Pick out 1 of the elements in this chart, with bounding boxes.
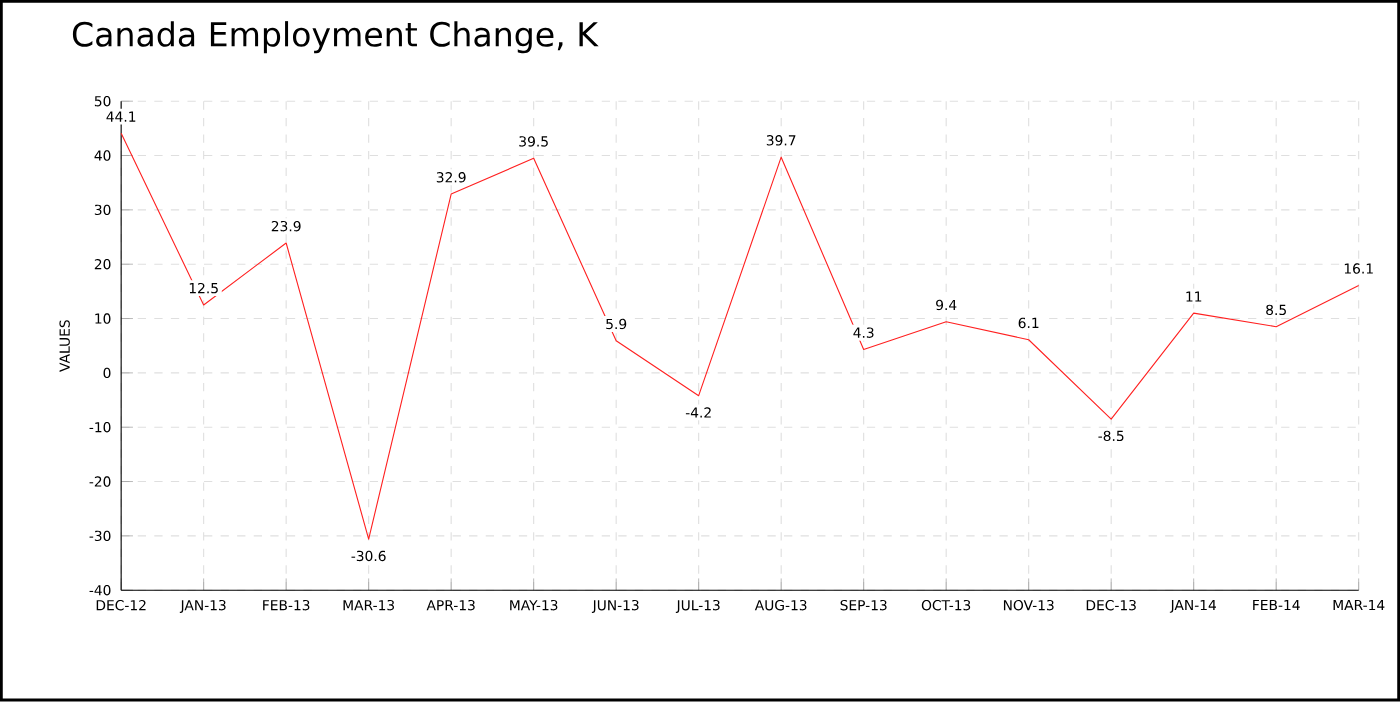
chart-title: Canada Employment Change, K — [72, 21, 599, 54]
